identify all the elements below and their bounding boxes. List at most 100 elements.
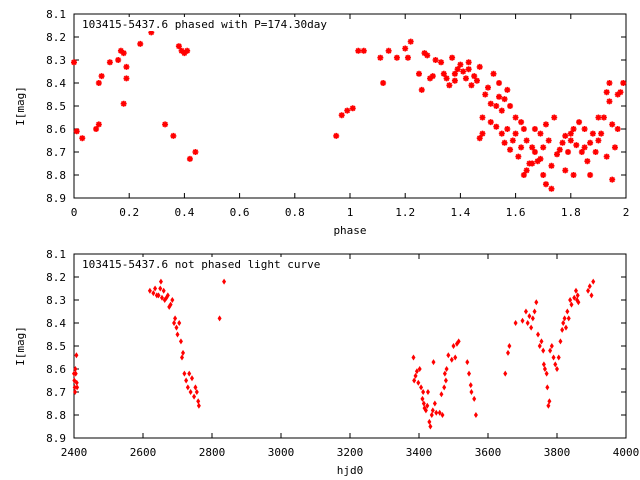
data-point-core [488,120,493,124]
data-point-core [533,127,537,131]
data-point-core [596,138,601,143]
data-point [556,354,561,361]
data-point [555,366,559,372]
data-point [442,370,447,377]
data-point [421,389,426,395]
data-point [217,315,222,322]
data-point [170,297,175,303]
data-point [188,389,193,395]
data-point-core [138,42,143,46]
y-tick-label: 8.9 [46,432,66,445]
phased-light-curve-panel: 0 0.2 0.4 0.6 0.8 1 1.2 1.4 1.6 1.8 2 8.1 8.2 8.3 8.4 8… [14,8,629,237]
x-axis-label: hjd0 [337,464,364,477]
data-point-core [188,157,192,161]
data-point [576,299,581,306]
data-point-core [596,115,601,120]
data-point-core [422,51,427,55]
data-point [178,338,183,345]
x-tick-label: 1 [347,206,354,219]
data-point-core [433,58,438,62]
data-point-core [97,81,101,85]
data-point-core [604,90,609,94]
y-tick-label: 8.8 [46,169,66,182]
data-point-core [500,108,504,113]
data-point [74,379,79,386]
data-point-core [469,83,474,88]
data-point [468,382,473,389]
data-point [529,324,534,331]
x-tick-label: 0.8 [285,206,305,219]
data-point-core [406,55,410,60]
data-point-core [466,60,471,65]
data-point [520,317,525,324]
data-point [547,398,552,405]
y-tick-label: 8.2 [46,31,66,44]
data-point-core [464,76,468,81]
data-point [587,283,592,290]
data-point-core [494,104,499,108]
data-point [525,320,530,326]
data-point-core [522,127,526,131]
data-point-core [508,147,512,152]
chart-title: 103415-5437.6 phased with P=174.30day [82,18,327,31]
data-point-core [488,101,493,106]
title-background [78,257,325,271]
data-point-core [356,49,361,53]
data-point [523,308,528,315]
data-point-core [560,141,565,145]
data-point-core [524,138,529,143]
data-point-core [563,168,568,173]
data-point [536,331,541,338]
data-point [431,359,436,366]
data-point [179,354,184,361]
data-point [503,370,508,377]
data-point [575,292,580,299]
data-point-core [472,74,476,78]
data-point-core [571,127,576,131]
y-tick-label: 8.5 [46,340,66,353]
data-point-core [602,115,606,120]
data-point [562,315,567,322]
x-tick-label: 3600 [475,446,502,459]
data-point [573,287,578,294]
data-point [193,384,198,391]
data-point-core [604,154,609,159]
data-point [446,352,451,359]
data-point-core [419,88,424,92]
data-point-core [124,76,129,81]
data-point [572,294,577,301]
data-point [442,384,447,391]
data-point-core [494,124,499,129]
data-point-core [549,187,554,191]
data-point-core [480,115,485,120]
data-point-core [408,39,413,44]
y-tick-label: 8.4 [46,77,66,90]
data-point [507,343,512,349]
data-point [586,287,591,294]
data-point [566,315,571,322]
data-point-core [480,131,485,136]
data-point [434,409,439,416]
data-point [168,301,173,308]
x-tick-label: 0.6 [230,206,250,219]
data-point-core [580,150,584,154]
data-point-core [569,131,573,136]
data-point-core [171,134,176,138]
data-point [411,354,416,361]
data-point [548,347,553,354]
x-tick-label: 2400 [61,446,88,459]
data-point-core [108,60,112,65]
data-point [74,352,79,359]
data-point [560,326,565,333]
data-point [73,389,78,395]
data-point [189,375,194,382]
data-point-core [491,72,496,76]
data-point [541,361,546,368]
x-tick-label: 3000 [268,446,295,459]
data-point-core [505,88,510,92]
data-point [156,292,161,299]
data-point-core [124,65,129,69]
data-point-core [621,81,626,85]
data-point-core [508,104,512,108]
data-point [425,389,430,395]
